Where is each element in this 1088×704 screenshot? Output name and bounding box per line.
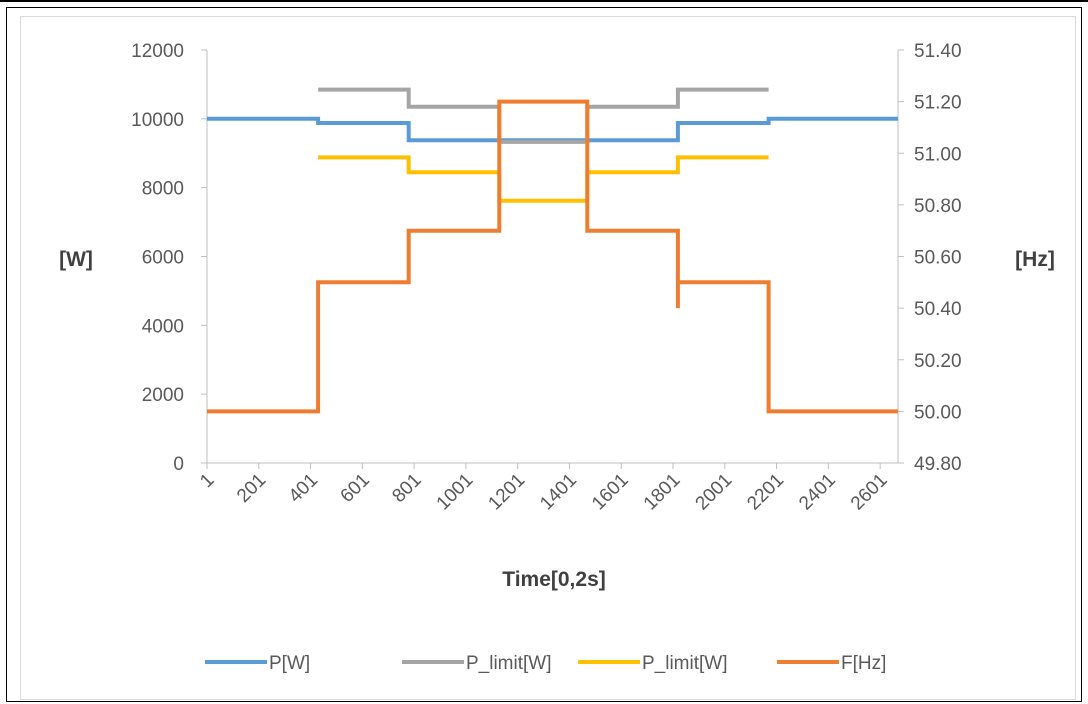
y-left-tick-label: 4000 bbox=[142, 316, 184, 337]
x-tick-label: 1601 bbox=[588, 470, 633, 515]
legend-label-3: F[Hz] bbox=[841, 653, 886, 674]
x-tick-label: 2401 bbox=[795, 470, 840, 515]
x-tick-label: 2601 bbox=[847, 470, 892, 515]
outer-border bbox=[6, 7, 1082, 702]
y-left-tick-label: 12000 bbox=[131, 41, 184, 62]
x-tick-label: 801 bbox=[388, 470, 425, 507]
y-right-tick-label: 50.20 bbox=[914, 351, 962, 372]
x-tick-label: 1801 bbox=[640, 470, 685, 515]
x-tick-label: 2201 bbox=[743, 470, 788, 515]
y-left-tick-label: 2000 bbox=[142, 385, 184, 406]
y-left-tick-label: 0 bbox=[173, 454, 184, 475]
legend: P[W] P_limit[W] P_limit[W] F[Hz] bbox=[205, 653, 886, 674]
chart-area bbox=[20, 16, 1076, 700]
x-axis-title: Time[0,2s] bbox=[502, 568, 606, 591]
axes bbox=[206, 50, 899, 464]
x-tick-label: 401 bbox=[285, 470, 322, 507]
y-right-tick-label: 51.40 bbox=[914, 41, 962, 62]
series-line-2 bbox=[318, 155, 769, 203]
y-left-tick-label: 8000 bbox=[142, 179, 184, 200]
y-right-tick-label: 50.80 bbox=[914, 196, 962, 217]
series-line-3 bbox=[207, 99, 898, 414]
x-tick-label: 1 bbox=[196, 470, 218, 492]
series-line-0 bbox=[207, 116, 898, 143]
x-ticks: 1 201 401 601 801 1001 1201 1401 1601 1801 2001 220… bbox=[196, 463, 892, 515]
legend-label-1: P_limit[W] bbox=[466, 653, 552, 674]
y-right-ticks: 49.80 50.00 50.20 50.40 50.60 50.80 51.00 51.20… bbox=[898, 41, 962, 475]
y-right-tick-label: 50.00 bbox=[914, 402, 962, 423]
x-tick-label: 1001 bbox=[433, 470, 478, 515]
y-left-ticks: 0 2000 4000 6000 8000 10000 12000 bbox=[131, 41, 207, 475]
series-layer bbox=[207, 87, 898, 414]
top-divider bbox=[0, 0, 1088, 2]
y-right-tick-label: 49.80 bbox=[914, 454, 962, 475]
y-right-tick-label: 51.00 bbox=[914, 144, 962, 165]
x-tick-label: 2001 bbox=[692, 470, 737, 515]
series-line-1 bbox=[318, 87, 769, 144]
y-left-tick-label: 6000 bbox=[142, 248, 184, 269]
y-right-tick-label: 51.20 bbox=[914, 93, 962, 114]
x-tick-label: 601 bbox=[337, 470, 374, 507]
y-left-axis-title: [W] bbox=[59, 248, 93, 271]
y-right-tick-label: 50.40 bbox=[914, 299, 962, 320]
x-tick-label: 201 bbox=[233, 470, 270, 507]
y-right-tick-label: 50.60 bbox=[914, 248, 962, 269]
legend-label-0: P[W] bbox=[269, 653, 310, 674]
legend-label-2: P_limit[W] bbox=[642, 653, 728, 674]
y-left-tick-label: 10000 bbox=[131, 110, 184, 131]
x-tick-label: 1201 bbox=[484, 470, 529, 515]
x-tick-label: 1401 bbox=[536, 470, 581, 515]
y-right-axis-title: [Hz] bbox=[1015, 248, 1055, 271]
